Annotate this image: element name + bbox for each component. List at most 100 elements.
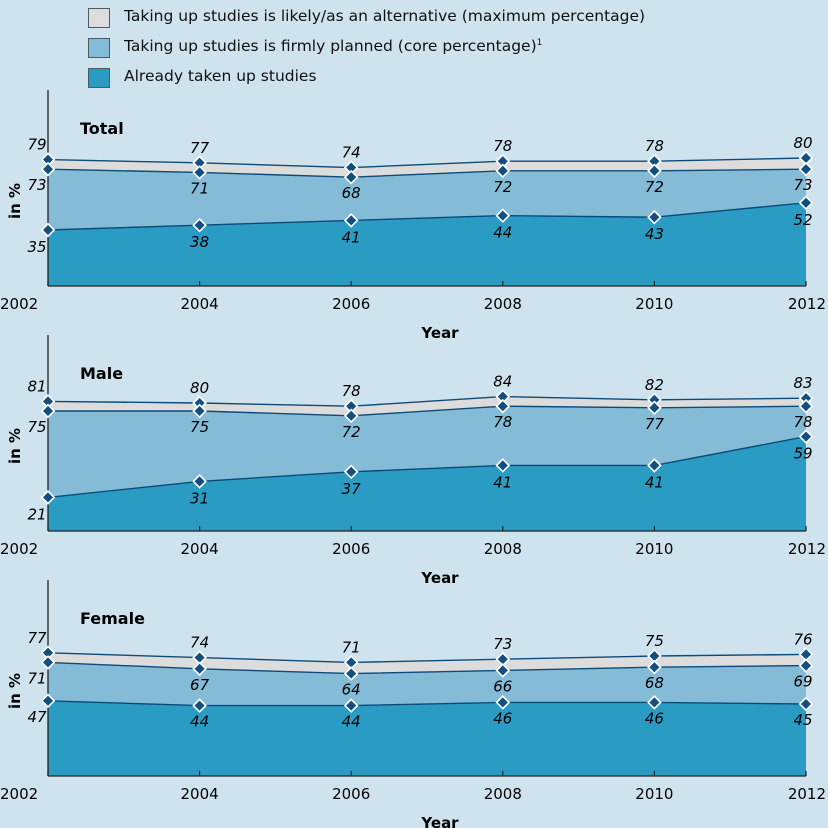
data-label-maximum: 81 bbox=[27, 377, 46, 395]
marker-core bbox=[343, 408, 359, 424]
x-tick-label: 2004 bbox=[181, 540, 219, 558]
data-label-core: 75 bbox=[27, 418, 46, 436]
marker-already bbox=[495, 208, 511, 223]
marker-already bbox=[192, 217, 207, 233]
x-tick-label: 2008 bbox=[484, 540, 522, 558]
data-label-maximum: 83 bbox=[793, 374, 812, 392]
x-tick-label: 2008 bbox=[484, 785, 522, 803]
data-label-maximum: 78 bbox=[342, 382, 361, 400]
x-axis-title: Year bbox=[420, 814, 459, 828]
line-core bbox=[47, 168, 807, 178]
marker-core bbox=[343, 666, 359, 681]
x-tick-label: 2010 bbox=[635, 540, 673, 558]
data-label-core: 68 bbox=[342, 184, 361, 202]
data-label-core: 73 bbox=[27, 176, 46, 194]
data-label-core: 73 bbox=[793, 176, 812, 194]
x-tick-label: 2006 bbox=[332, 540, 370, 558]
x-tick-label: 2002 bbox=[0, 295, 38, 313]
x-axis-title: Year bbox=[420, 324, 459, 342]
legend-label-maximum: Taking up studies is likely/as an altern… bbox=[124, 7, 645, 25]
marker-already bbox=[40, 490, 56, 505]
data-label-maximum: 80 bbox=[190, 379, 209, 397]
x-tick-label: 2002 bbox=[0, 785, 38, 803]
data-label-already: 44 bbox=[190, 713, 209, 731]
marker-already bbox=[798, 195, 814, 211]
marker-already bbox=[343, 213, 359, 228]
data-label-already: 59 bbox=[793, 445, 812, 463]
marker-core bbox=[647, 163, 662, 179]
data-label-already: 45 bbox=[793, 711, 812, 729]
x-tick-label: 2012 bbox=[788, 295, 826, 313]
data-label-core: 71 bbox=[190, 179, 209, 197]
x-tick-label: 2006 bbox=[332, 785, 370, 803]
data-label-already: 46 bbox=[645, 709, 664, 727]
marker-already bbox=[495, 695, 511, 710]
marker-already bbox=[192, 474, 207, 489]
marker-already bbox=[647, 209, 662, 225]
marker-core bbox=[40, 655, 56, 670]
data-label-maximum: 75 bbox=[645, 632, 664, 650]
area-already bbox=[48, 700, 806, 776]
data-label-already: 41 bbox=[493, 473, 512, 491]
x-axis-title: Year bbox=[420, 569, 459, 587]
data-label-core: 69 bbox=[793, 673, 812, 691]
data-label-maximum: 79 bbox=[27, 136, 46, 154]
data-label-maximum: 84 bbox=[493, 373, 512, 391]
legend-label-already-text: Already taken up studies bbox=[124, 67, 317, 85]
line-maximum bbox=[47, 157, 807, 169]
chart-panel-total: 2002 2004 2006 2008 2010 2012 Year in % Total 79 7… bbox=[0, 90, 826, 342]
marker-core bbox=[495, 398, 511, 414]
data-label-maximum: 74 bbox=[190, 634, 209, 652]
data-label-core: 71 bbox=[27, 669, 46, 687]
chart-panel-male: 2002 2004 2006 2008 2010 2012 Year in % Male 81 75… bbox=[0, 335, 826, 587]
marker-core bbox=[192, 403, 207, 419]
line-already bbox=[47, 435, 807, 499]
x-tick-label: 2010 bbox=[635, 295, 673, 313]
marker-core bbox=[798, 161, 814, 177]
y-axis-title: in % bbox=[6, 673, 24, 709]
data-label-maximum: 80 bbox=[793, 134, 812, 152]
marker-core bbox=[798, 398, 814, 414]
data-label-core: 72 bbox=[493, 178, 512, 196]
data-label-core: 78 bbox=[493, 413, 512, 431]
data-label-core: 77 bbox=[645, 415, 665, 433]
data-label-core: 64 bbox=[342, 681, 361, 699]
data-label-core: 67 bbox=[190, 676, 210, 694]
data-label-already: 44 bbox=[342, 713, 361, 731]
panel-title: Total bbox=[80, 119, 124, 138]
marker-already bbox=[343, 698, 359, 713]
data-label-already: 52 bbox=[793, 211, 812, 229]
data-label-already: 31 bbox=[190, 489, 209, 507]
marker-already bbox=[647, 458, 662, 473]
data-label-maximum: 78 bbox=[493, 137, 512, 155]
marker-already bbox=[192, 698, 207, 713]
marker-already bbox=[40, 222, 56, 238]
x-tick-label: 2012 bbox=[788, 785, 826, 803]
marker-core bbox=[343, 169, 359, 185]
x-tick-label: 2010 bbox=[635, 785, 673, 803]
legend-label-maximum-text: Taking up studies is likely/as an altern… bbox=[124, 7, 646, 25]
line-maximum bbox=[47, 652, 807, 664]
legend-label-core-text: Taking up studies is firmly planned (cor… bbox=[124, 37, 537, 55]
data-label-already: 41 bbox=[342, 228, 361, 246]
data-label-core: 68 bbox=[645, 674, 664, 692]
data-label-maximum: 77 bbox=[190, 139, 210, 157]
x-tick-label: 2002 bbox=[0, 540, 38, 558]
data-label-maximum: 73 bbox=[493, 635, 512, 653]
data-label-already: 44 bbox=[493, 224, 512, 242]
panel-title: Female bbox=[80, 609, 145, 628]
data-label-already: 21 bbox=[27, 505, 46, 523]
x-tick-label: 2012 bbox=[788, 540, 826, 558]
line-maximum bbox=[47, 395, 807, 407]
area-maximum bbox=[48, 158, 806, 178]
marker-core bbox=[647, 400, 662, 416]
data-label-already: 38 bbox=[190, 233, 209, 251]
x-tick-label: 2008 bbox=[484, 295, 522, 313]
marker-core bbox=[192, 165, 207, 180]
legend-label-core: Taking up studies is firmly planned (cor… bbox=[124, 37, 542, 55]
data-label-maximum: 78 bbox=[645, 137, 664, 155]
legend-footnote-marker: 1 bbox=[536, 38, 543, 48]
data-label-maximum: 82 bbox=[645, 376, 664, 394]
data-label-core: 72 bbox=[342, 423, 361, 441]
